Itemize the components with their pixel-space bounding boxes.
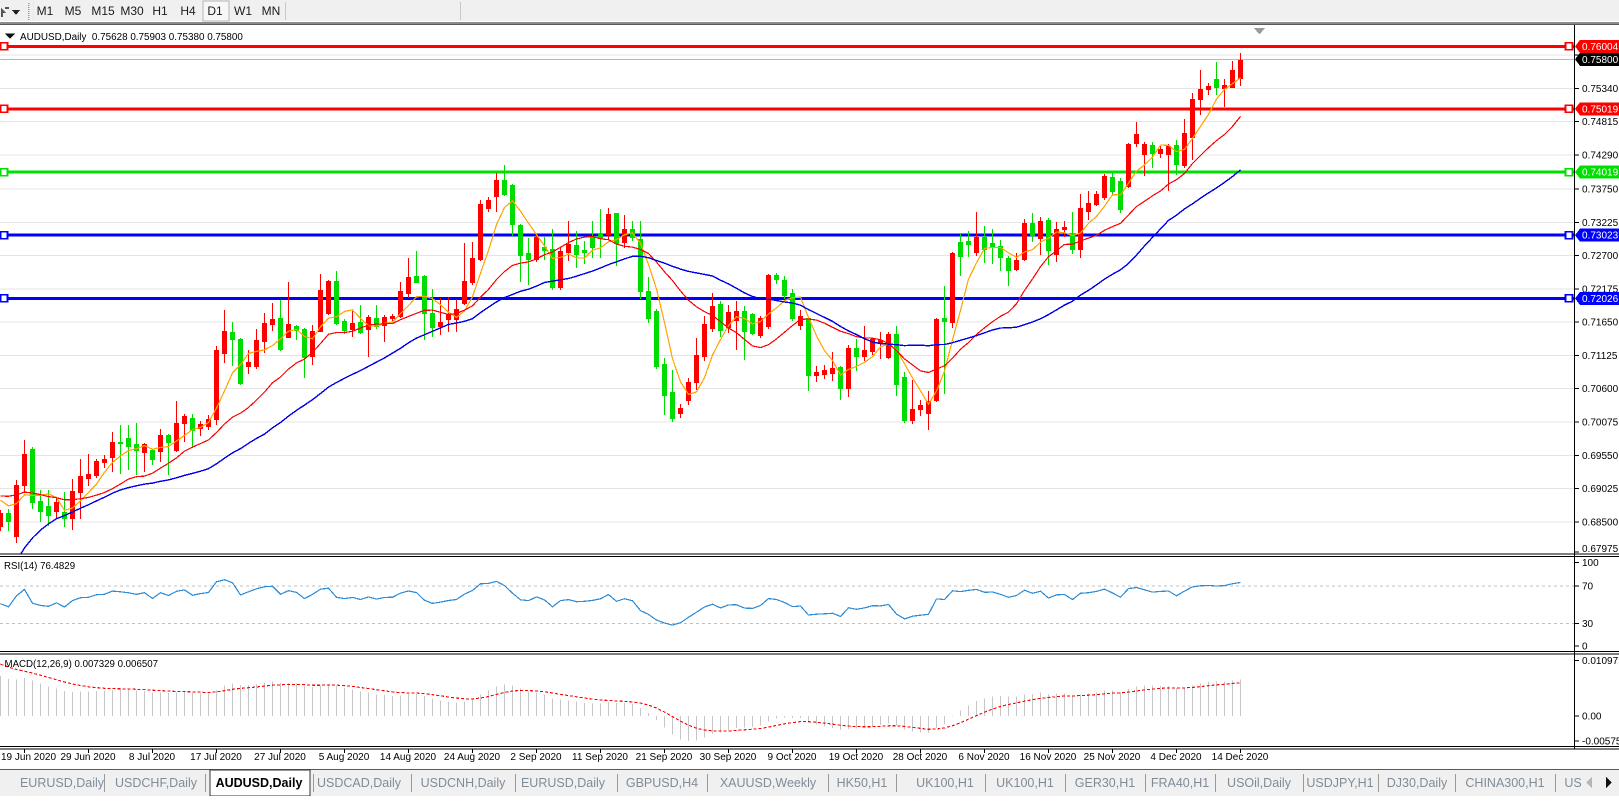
svg-text:25 Nov 2020: 25 Nov 2020 — [1084, 752, 1141, 763]
svg-text:AUDUSD,Daily 0.75628 0.75903: AUDUSD,Daily 0.75628 0.75903 0.75380 0.7… — [20, 32, 243, 43]
svg-text:0.69025: 0.69025 — [1582, 484, 1619, 495]
svg-text:6 Nov 2020: 6 Nov 2020 — [958, 752, 1010, 763]
svg-text:EURUSD,Daily: EURUSD,Daily — [20, 776, 105, 790]
svg-text:CHINA300,H1: CHINA300,H1 — [1465, 776, 1544, 790]
svg-text:HK50,H1: HK50,H1 — [837, 776, 888, 790]
svg-text:DJ30,Daily: DJ30,Daily — [1387, 776, 1448, 790]
svg-text:GER30,H1: GER30,H1 — [1075, 776, 1135, 790]
svg-text:0.72700: 0.72700 — [1582, 251, 1619, 262]
svg-text:9 Oct 2020: 9 Oct 2020 — [768, 752, 817, 763]
svg-text:0.69550: 0.69550 — [1582, 451, 1619, 462]
svg-text:0.67975: 0.67975 — [1582, 544, 1619, 555]
svg-text:0.75019: 0.75019 — [1582, 104, 1619, 115]
svg-text:19 Jun 2020: 19 Jun 2020 — [1, 752, 56, 763]
svg-text:AUDUSD,Daily: AUDUSD,Daily — [216, 776, 303, 790]
svg-text:H4: H4 — [180, 4, 196, 18]
svg-text:GBPUSD,H4: GBPUSD,H4 — [626, 776, 698, 790]
svg-text:30 Sep 2020: 30 Sep 2020 — [700, 752, 757, 763]
svg-text:D1: D1 — [207, 4, 223, 18]
svg-text:XAUUSD,Weekly: XAUUSD,Weekly — [720, 776, 817, 790]
svg-text:28 Oct 2020: 28 Oct 2020 — [893, 752, 948, 763]
svg-text:17 Jul 2020: 17 Jul 2020 — [190, 752, 242, 763]
svg-text:5 Aug 2020: 5 Aug 2020 — [319, 752, 370, 763]
svg-text:4 Dec 2020: 4 Dec 2020 — [1150, 752, 1202, 763]
svg-text:0.74019: 0.74019 — [1582, 168, 1619, 179]
svg-text:M5: M5 — [65, 4, 82, 18]
svg-text:0.73750: 0.73750 — [1582, 185, 1619, 196]
svg-text:0.75800: 0.75800 — [1582, 55, 1619, 66]
svg-text:0.75340: 0.75340 — [1582, 84, 1619, 95]
svg-text:M15: M15 — [91, 4, 115, 18]
svg-text:US: US — [1564, 776, 1581, 790]
svg-text:-0.005753: -0.005753 — [1582, 737, 1619, 748]
svg-text:0.72026: 0.72026 — [1582, 294, 1619, 305]
svg-text:USDCHF,Daily: USDCHF,Daily — [115, 776, 198, 790]
svg-text:0: 0 — [1582, 642, 1588, 653]
svg-text:0.68500: 0.68500 — [1582, 517, 1619, 528]
svg-text:H1: H1 — [152, 4, 168, 18]
svg-text:UK100,H1: UK100,H1 — [916, 776, 974, 790]
svg-text:0.01097: 0.01097 — [1582, 656, 1619, 667]
svg-text:FRA40,H1: FRA40,H1 — [1151, 776, 1209, 790]
svg-text:EURUSD,Daily: EURUSD,Daily — [521, 776, 606, 790]
svg-text:0.74815: 0.74815 — [1582, 117, 1619, 128]
svg-text:0.74290: 0.74290 — [1582, 151, 1619, 162]
svg-text:29 Jun 2020: 29 Jun 2020 — [60, 752, 115, 763]
svg-text:MACD(12,26,9) 0.007329 0.00650: MACD(12,26,9) 0.007329 0.006507 — [5, 659, 159, 670]
svg-text:0.72175: 0.72175 — [1582, 285, 1619, 296]
svg-text:W1: W1 — [234, 4, 252, 18]
svg-text:MN: MN — [262, 4, 281, 18]
svg-text:0.70600: 0.70600 — [1582, 384, 1619, 395]
svg-text:0.71650: 0.71650 — [1582, 318, 1619, 329]
svg-text:0.76004: 0.76004 — [1582, 42, 1619, 53]
svg-text:0.73225: 0.73225 — [1582, 218, 1619, 229]
svg-text:0.00: 0.00 — [1582, 712, 1602, 723]
svg-text:100: 100 — [1582, 558, 1599, 569]
svg-text:70: 70 — [1582, 582, 1594, 593]
svg-text:14 Dec 2020: 14 Dec 2020 — [1212, 752, 1269, 763]
svg-text:30: 30 — [1582, 619, 1594, 630]
svg-text:M1: M1 — [37, 4, 54, 18]
svg-text:USDJPY,H1: USDJPY,H1 — [1306, 776, 1373, 790]
svg-text:21 Sep 2020: 21 Sep 2020 — [636, 752, 693, 763]
svg-text:0.71125: 0.71125 — [1582, 351, 1618, 362]
svg-text:USDCNH,Daily: USDCNH,Daily — [421, 776, 506, 790]
svg-text:UK100,H1: UK100,H1 — [996, 776, 1054, 790]
svg-text:19 Oct 2020: 19 Oct 2020 — [829, 752, 884, 763]
svg-text:0.70075: 0.70075 — [1582, 418, 1619, 429]
svg-text:RSI(14) 76.4829: RSI(14) 76.4829 — [4, 561, 75, 572]
svg-text:14 Aug 2020: 14 Aug 2020 — [380, 752, 437, 763]
svg-text:M30: M30 — [120, 4, 144, 18]
svg-text:USDCAD,Daily: USDCAD,Daily — [317, 776, 402, 790]
svg-text:27 Jul 2020: 27 Jul 2020 — [254, 752, 306, 763]
svg-text:24 Aug 2020: 24 Aug 2020 — [444, 752, 501, 763]
svg-text:0.73023: 0.73023 — [1582, 231, 1619, 242]
svg-text:16 Nov 2020: 16 Nov 2020 — [1020, 752, 1077, 763]
svg-text:11 Sep 2020: 11 Sep 2020 — [572, 752, 628, 763]
svg-text:2 Sep 2020: 2 Sep 2020 — [510, 752, 562, 763]
svg-text:8 Jul 2020: 8 Jul 2020 — [129, 752, 176, 763]
svg-text:USOil,Daily: USOil,Daily — [1227, 776, 1292, 790]
